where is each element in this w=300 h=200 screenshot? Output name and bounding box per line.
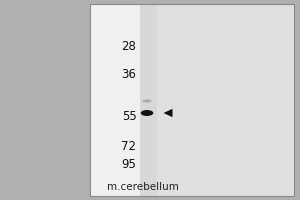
Text: 28: 28: [122, 40, 136, 52]
Text: 55: 55: [122, 110, 136, 122]
Text: 72: 72: [122, 140, 136, 152]
Text: m.cerebellum: m.cerebellum: [106, 182, 178, 192]
Text: 95: 95: [122, 158, 136, 170]
Text: 36: 36: [122, 68, 136, 80]
